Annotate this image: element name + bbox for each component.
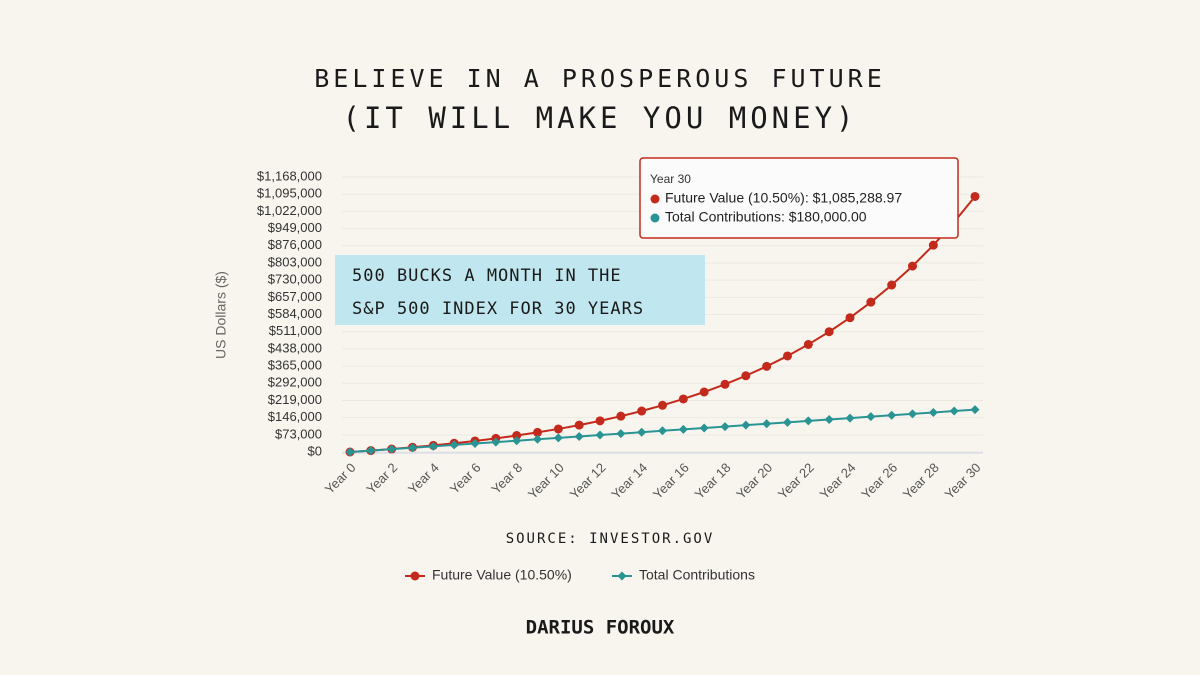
data-point	[845, 313, 855, 323]
data-point	[803, 416, 813, 426]
data-point	[345, 447, 355, 457]
data-point	[428, 441, 438, 451]
data-point	[887, 280, 897, 290]
y-tick-label: $876,000	[268, 237, 322, 252]
data-point	[720, 422, 730, 432]
data-point	[408, 443, 417, 453]
data-point	[928, 407, 938, 417]
data-point	[803, 339, 813, 349]
chart-title: BELIEVE IN A PROSPEROUS FUTURE	[314, 64, 886, 93]
data-point	[824, 327, 834, 337]
data-point	[678, 394, 688, 404]
y-tick-label: $949,000	[268, 220, 322, 235]
y-tick-label: $292,000	[268, 375, 322, 390]
data-point	[762, 419, 772, 429]
data-point	[387, 444, 397, 454]
data-point	[470, 439, 480, 449]
y-axis-label: US Dollars ($)	[213, 271, 229, 359]
data-point	[366, 446, 376, 456]
y-tick-label: $730,000	[268, 272, 322, 287]
data-point	[887, 410, 897, 420]
data-point	[970, 405, 980, 415]
data-point	[512, 431, 522, 441]
legend-label: Future Value (10.50%)	[432, 567, 572, 583]
y-tick-label: $803,000	[268, 254, 322, 269]
y-tick-label: $511,000	[269, 323, 322, 338]
y-tick-label: $1,022,000	[257, 203, 322, 218]
y-tick-label: $0	[308, 443, 322, 458]
data-point	[845, 413, 855, 423]
data-point	[533, 434, 542, 444]
data-point	[783, 417, 792, 427]
data-point	[699, 423, 709, 433]
y-tick-label: $219,000	[268, 392, 322, 407]
tooltip-marker	[650, 194, 660, 204]
y-tick-label: $584,000	[268, 306, 322, 321]
y-tick-label: $146,000	[268, 409, 322, 424]
legend-label: Total Contributions	[639, 567, 755, 583]
data-point	[616, 411, 626, 421]
data-point	[595, 416, 605, 426]
y-tick-label: $1,168,000	[257, 168, 322, 183]
annotation: S&P 500 INDEX FOR 30 YEARS	[352, 299, 644, 319]
data-point	[720, 379, 730, 389]
y-tick-label: $1,095,000	[257, 186, 322, 201]
y-tick-label: $657,000	[268, 289, 322, 304]
legend-marker	[410, 571, 420, 581]
data-point	[658, 400, 667, 410]
y-tick-label: $73,000	[275, 426, 322, 441]
data-point	[908, 409, 917, 419]
tooltip-line: Future Value (10.50%): $1,085,288.97	[665, 190, 902, 206]
legend-marker	[617, 571, 627, 581]
data-point	[574, 420, 584, 430]
annotation-highlight	[335, 255, 705, 325]
tooltip-box	[639, 157, 959, 239]
source: SOURCE: INVESTOR.GOV	[506, 531, 715, 547]
data-point	[699, 387, 709, 397]
data-point	[553, 424, 563, 434]
y-tick-label: $365,000	[268, 358, 322, 373]
data-point	[908, 261, 917, 271]
data-point	[783, 351, 792, 361]
tooltip: Year 30 Future Value (10.50%): $1,085,28…	[639, 157, 959, 239]
data-point	[574, 431, 584, 441]
data-point	[616, 429, 626, 439]
data-point	[637, 406, 647, 416]
data-point	[741, 371, 751, 381]
chart-title: (IT WILL MAKE YOU MONEY)	[342, 101, 857, 135]
data-point	[741, 420, 751, 430]
tooltip-line: Total Contributions: $180,000.00	[665, 209, 867, 225]
data-point	[762, 361, 772, 371]
data-point	[970, 191, 980, 201]
data-point	[533, 427, 542, 437]
y-tick-label: $438,000	[268, 340, 322, 355]
data-point	[928, 240, 938, 250]
data-point	[678, 424, 688, 434]
author: DARIUS FOROUX	[526, 617, 675, 639]
data-point	[866, 297, 876, 307]
data-point	[658, 426, 667, 436]
data-point	[449, 440, 459, 450]
data-point	[637, 427, 647, 437]
tooltip-marker	[650, 213, 660, 223]
data-point	[595, 430, 605, 440]
data-point	[824, 415, 834, 425]
data-point	[512, 436, 522, 446]
annotation: 500 BUCKS A MONTH IN THE	[352, 266, 622, 286]
data-point	[491, 437, 501, 447]
data-point	[553, 433, 563, 443]
tooltip-title: Year 30	[650, 172, 691, 186]
data-point	[949, 406, 959, 416]
data-point	[866, 412, 876, 422]
